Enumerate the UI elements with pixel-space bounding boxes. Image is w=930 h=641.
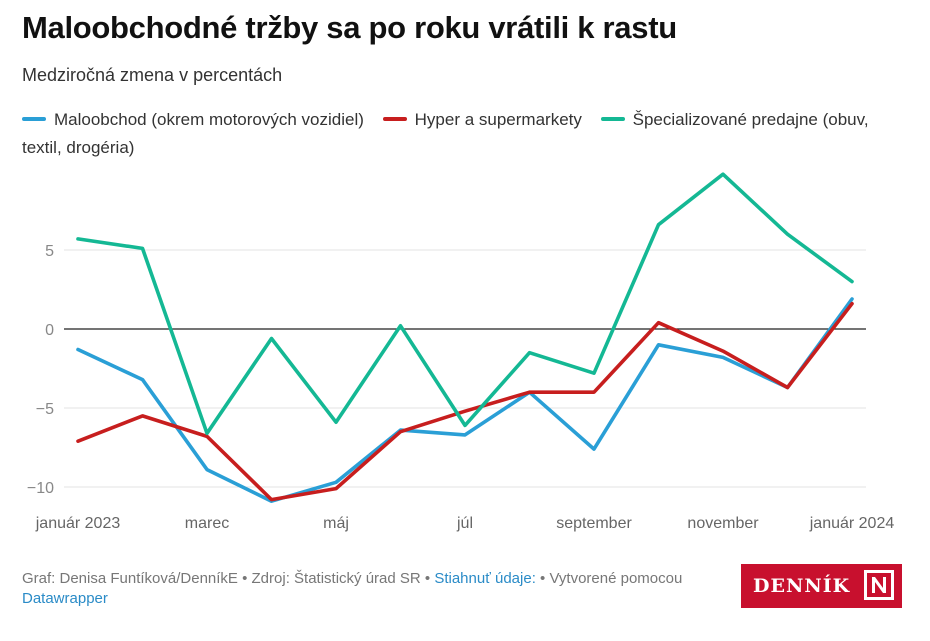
x-tick-label: máj [323, 515, 349, 532]
x-tick-label: november [687, 515, 759, 532]
legend-item-supermarkets: Hyper a supermarkety [382, 110, 582, 129]
x-tick-label: september [556, 515, 632, 532]
x-tick-label: júl [456, 515, 473, 532]
series-line-3 [76, 172, 854, 436]
legend-swatch-retail [22, 116, 46, 121]
legend-swatch-specialized [600, 116, 625, 121]
y-tick-label: 0 [45, 322, 54, 339]
series-line-2 [76, 301, 854, 502]
legend-item-specialized: Špecializované predajne (obuv, textil, d… [22, 110, 869, 157]
y-tick-label: 5 [45, 243, 54, 260]
line-chart: 5 0 −5 −10 január 2023 marec máj júl september no… [27, 172, 895, 532]
series-line-1 [76, 297, 854, 504]
y-tick-label: −5 [36, 401, 54, 418]
legend-item-retail: Maloobchod (okrem motorových vozidiel) [22, 110, 364, 129]
footer-credits: Graf: Denisa Funtíková/DenníkE • Zdroj: … [22, 569, 702, 609]
legend-label-specialized: Špecializované predajne (obuv, textil, d… [22, 110, 869, 157]
dennik-n-logo: DENNÍK [741, 564, 902, 608]
logo-text: DENNÍK [753, 575, 851, 597]
datawrapper-link[interactable]: Datawrapper [22, 590, 108, 607]
x-tick-label: marec [185, 515, 229, 532]
x-tick-label: január 2024 [809, 515, 895, 532]
chart-subtitle: Medziročná zmena v percentách [22, 65, 283, 85]
chart-title: Maloobchodné tržby sa po roku vrátili k … [22, 10, 677, 45]
legend-swatch-supermarkets [382, 116, 407, 121]
download-data-link[interactable]: Stiahnuť údaje: [434, 570, 536, 587]
y-tick-label: −10 [27, 480, 54, 497]
legend: Maloobchod (okrem motorových vozidiel) H… [22, 106, 912, 162]
x-tick-label: január 2023 [35, 515, 121, 532]
footer-source: Graf: Denisa Funtíková/DenníkE • Zdroj: … [22, 570, 435, 587]
legend-label-retail: Maloobchod (okrem motorových vozidiel) [54, 110, 364, 129]
footer-made-with: • Vytvorené pomocou [535, 570, 683, 587]
legend-label-supermarkets: Hyper a supermarkety [414, 110, 582, 129]
logo-n-mark [864, 570, 894, 600]
